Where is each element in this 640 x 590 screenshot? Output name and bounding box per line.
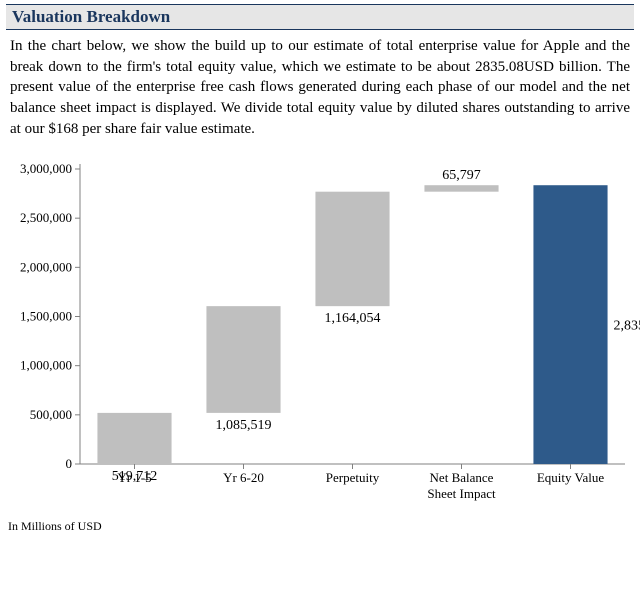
svg-text:1,085,519: 1,085,519 [216, 418, 272, 433]
svg-text:1,500,000: 1,500,000 [20, 309, 72, 324]
svg-text:Yr 6-20: Yr 6-20 [223, 470, 264, 485]
svg-text:500,000: 500,000 [30, 407, 72, 422]
svg-text:519,712: 519,712 [112, 469, 158, 484]
svg-text:Sheet Impact: Sheet Impact [427, 486, 496, 501]
waterfall-chart-svg: 0 500,000 1,000,000 1,500,000 2,000,000 2,500… [0, 149, 640, 519]
svg-text:3,000,000: 3,000,000 [20, 161, 72, 176]
valuation-chart: 0 500,000 1,000,000 1,500,000 2,000,000 2,500… [0, 149, 640, 519]
svg-text:Net Balance: Net Balance [430, 470, 494, 485]
svg-text:Equity Value: Equity Value [537, 470, 605, 485]
svg-text:2,500,000: 2,500,000 [20, 211, 72, 226]
svg-text:65,797: 65,797 [442, 169, 481, 184]
svg-text:2,000,000: 2,000,000 [20, 260, 72, 275]
svg-text:2,835,082: 2,835,082 [614, 319, 640, 334]
svg-text:1,164,054: 1,164,054 [325, 312, 381, 327]
chart-footnote: In Millions of USD [0, 519, 640, 544]
valuation-paragraph: In the chart below, we show the build up… [0, 30, 640, 149]
section-header: Valuation Breakdown [6, 4, 634, 30]
svg-text:1,000,000: 1,000,000 [20, 358, 72, 373]
svg-text:Perpetuity: Perpetuity [326, 470, 380, 485]
svg-text:0: 0 [66, 456, 73, 471]
